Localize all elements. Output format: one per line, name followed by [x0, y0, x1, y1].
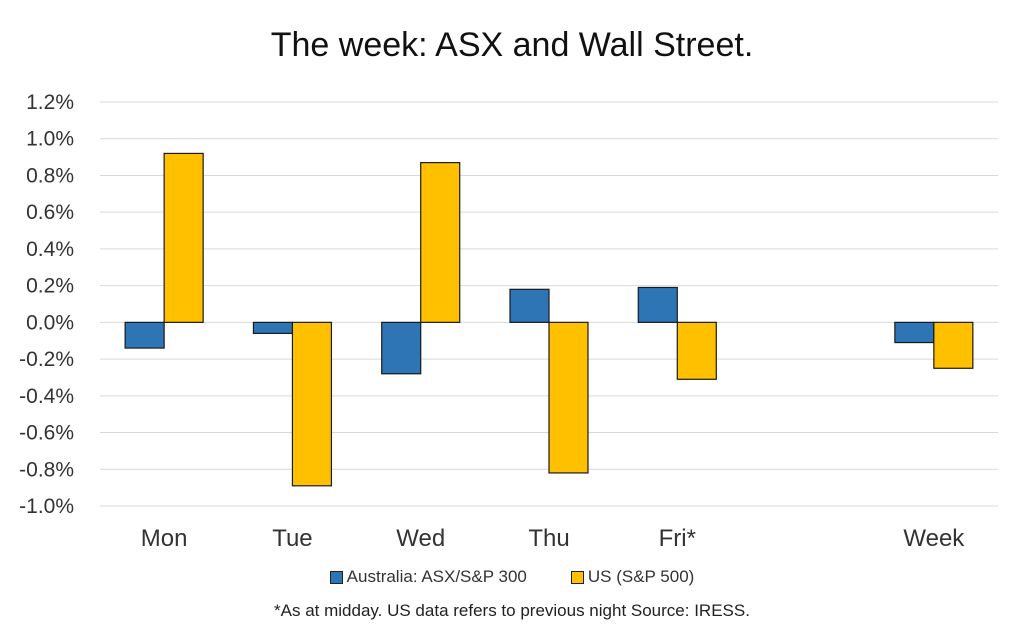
bar-us: [291, 321, 333, 487]
y-tick-label: -0.4%: [19, 385, 74, 408]
legend-label-australia: Australia: ASX/S&P 300: [346, 567, 527, 586]
legend-label-us: US (S&P 500): [587, 567, 695, 586]
chart-title: The week: ASX and Wall Street.: [270, 26, 754, 64]
legend-swatch-australia: [329, 570, 343, 584]
x-category-label: Tue: [272, 525, 312, 552]
bar-australia: [509, 288, 550, 323]
y-tick-label: 0.6%: [26, 201, 74, 224]
bar-australia: [894, 321, 935, 344]
bar-australia: [252, 321, 294, 334]
legend-item-us: US (S&P 500): [570, 567, 695, 587]
x-category-label: Wed: [396, 525, 445, 552]
y-tick-label: -0.6%: [19, 422, 74, 445]
x-category-label: Thu: [528, 525, 569, 552]
x-category-label: Mon: [141, 525, 188, 552]
legend: Australia: ASX/S&P 300 US (S&P 500): [0, 567, 1024, 587]
y-tick-label: 0.4%: [26, 238, 74, 261]
y-tick-label: 0.2%: [26, 275, 74, 298]
bar-australia: [124, 321, 165, 349]
bar-us: [420, 162, 461, 323]
bar-us: [676, 321, 717, 380]
legend-swatch-us: [570, 570, 584, 584]
x-category-label: Fri*: [659, 525, 696, 552]
y-tick-label: 0.8%: [26, 164, 74, 187]
y-tick-label: -1.0%: [19, 495, 74, 518]
footnote: *As at midday. US data refers to previou…: [274, 601, 750, 620]
x-category-label: Week: [903, 525, 965, 552]
y-tick-label: 1.0%: [26, 128, 74, 151]
bar-australia: [381, 321, 422, 375]
y-tick-label: 0.0%: [26, 311, 74, 334]
y-tick-label: -0.8%: [19, 458, 74, 481]
bar-australia: [637, 286, 678, 323]
bar-us: [548, 321, 589, 474]
bar-us: [933, 321, 974, 369]
y-tick-label: -0.2%: [19, 348, 74, 371]
legend-item-australia: Australia: ASX/S&P 300: [329, 567, 527, 587]
y-tick-label: 1.2%: [26, 91, 74, 114]
bar-us: [163, 152, 204, 323]
